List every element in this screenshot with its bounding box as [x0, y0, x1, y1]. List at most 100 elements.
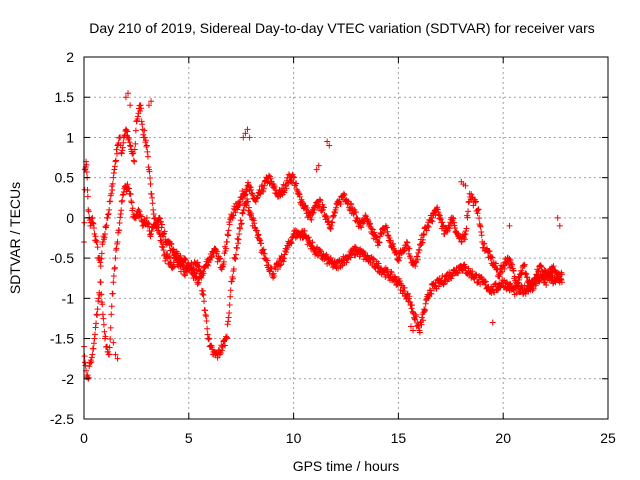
- data-point-2: [351, 243, 358, 250]
- data-point-1: [130, 150, 137, 157]
- data-point-1: [327, 225, 334, 232]
- data-point-2: [111, 265, 118, 272]
- data-point-1: [157, 237, 164, 244]
- data-point-2: [153, 225, 160, 232]
- data-point-1: [224, 231, 231, 238]
- data-point-1: [120, 139, 127, 146]
- data-point-3: [114, 355, 121, 362]
- data-point-1: [419, 239, 426, 246]
- data-point-1: [516, 274, 523, 281]
- data-point-2: [196, 263, 203, 270]
- data-point-1: [317, 197, 324, 204]
- y-axis-label: SDTVAR / TECUs: [7, 182, 23, 294]
- y-tick-label: 0.5: [55, 170, 75, 186]
- data-point-3: [556, 222, 563, 229]
- data-point-1: [143, 143, 150, 150]
- data-point-2: [202, 311, 209, 318]
- data-point-1: [489, 254, 496, 261]
- data-point-2: [313, 245, 320, 252]
- data-point-2: [102, 333, 109, 340]
- data-point-2: [93, 311, 100, 318]
- data-point-1: [249, 192, 256, 199]
- data-point-1: [511, 273, 518, 280]
- data-point-1: [107, 198, 114, 205]
- data-point-1: [99, 239, 106, 246]
- data-point-1: [252, 198, 259, 205]
- data-point-2: [558, 271, 565, 278]
- data-point-1: [393, 251, 400, 258]
- data-point-1: [404, 239, 411, 246]
- data-point-2: [317, 248, 324, 255]
- data-point-2: [90, 345, 97, 352]
- data-point-1: [420, 236, 427, 243]
- data-point-1: [162, 257, 169, 264]
- data-point-2: [100, 315, 107, 322]
- data-point-2: [469, 268, 476, 275]
- data-point-1: [521, 263, 528, 270]
- data-point-1: [214, 248, 221, 255]
- data-point-2: [214, 354, 221, 361]
- data-point-1: [216, 255, 223, 262]
- data-point-2: [473, 272, 480, 279]
- data-point-2: [106, 344, 113, 351]
- data-point-1: [243, 186, 250, 193]
- data-point-1: [486, 248, 493, 255]
- data-point-1: [425, 223, 432, 230]
- data-point-2: [257, 237, 264, 244]
- data-point-2: [421, 308, 428, 315]
- data-point-1: [462, 228, 469, 235]
- data-point-1: [94, 244, 101, 251]
- data-point-1: [472, 199, 479, 206]
- data-point-2: [177, 252, 184, 259]
- data-point-1: [429, 218, 436, 225]
- data-point-1: [265, 172, 272, 179]
- data-point-1: [362, 212, 369, 219]
- data-point-2: [221, 342, 228, 349]
- data-point-1: [444, 228, 451, 235]
- y-tick-label: 2: [66, 49, 74, 65]
- data-point-3: [112, 351, 119, 358]
- data-point-2: [148, 228, 155, 235]
- data-point-1: [384, 228, 391, 235]
- data-point-1: [253, 195, 260, 202]
- data-point-1: [341, 191, 348, 198]
- data-point-2: [276, 262, 283, 269]
- data-point-2: [114, 239, 121, 246]
- data-point-2: [396, 277, 403, 284]
- data-point-1: [138, 105, 145, 112]
- data-point-1: [310, 209, 317, 216]
- data-point-3: [145, 102, 152, 109]
- data-point-2: [329, 264, 336, 271]
- data-point-2: [128, 198, 135, 205]
- data-point-3: [246, 134, 253, 141]
- data-point-2: [397, 287, 404, 294]
- data-point-1: [524, 274, 531, 281]
- data-point-1: [428, 214, 435, 221]
- data-point-1: [118, 150, 125, 157]
- data-point-2: [111, 264, 118, 271]
- data-point-1: [463, 225, 470, 232]
- data-point-2: [109, 290, 116, 297]
- data-point-1: [347, 200, 354, 207]
- data-point-1: [142, 137, 149, 144]
- data-point-1: [519, 269, 526, 276]
- data-point-1: [112, 158, 119, 165]
- data-point-1: [468, 191, 475, 198]
- data-point-2: [305, 234, 312, 241]
- data-point-2: [107, 324, 114, 331]
- data-point-2: [126, 185, 133, 192]
- data-point-2: [391, 273, 398, 280]
- data-point-1: [147, 174, 154, 181]
- data-point-1: [295, 190, 302, 197]
- data-point-2: [182, 257, 189, 264]
- data-point-2: [232, 255, 239, 262]
- data-point-1: [298, 198, 305, 205]
- data-point-2: [200, 292, 207, 299]
- data-point-2: [156, 214, 163, 221]
- data-point-1: [83, 168, 90, 175]
- data-point-2: [265, 261, 272, 268]
- data-point-2: [106, 351, 113, 358]
- data-point-1: [101, 234, 108, 241]
- data-point-2: [481, 278, 488, 285]
- data-point-2: [118, 207, 125, 214]
